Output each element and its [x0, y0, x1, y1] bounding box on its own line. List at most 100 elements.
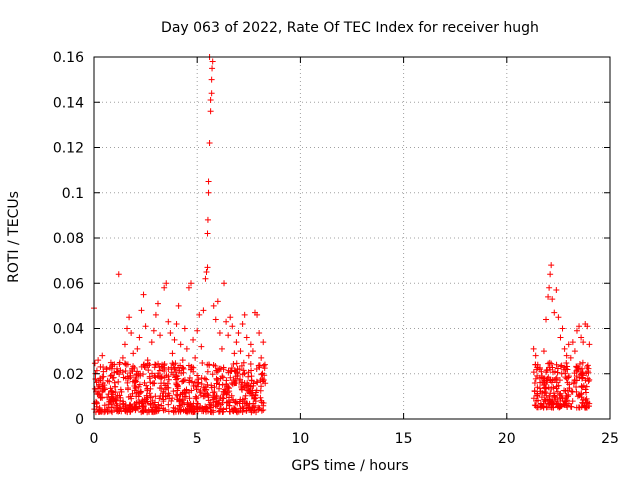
data-point	[194, 383, 201, 390]
data-point	[124, 385, 131, 392]
data-point	[543, 367, 550, 374]
data-point	[134, 368, 141, 375]
data-point	[575, 404, 582, 411]
data-point	[570, 380, 577, 387]
data-point	[114, 369, 121, 376]
data-point	[260, 406, 267, 413]
data-point	[148, 339, 155, 346]
data-point	[216, 397, 223, 404]
data-point	[549, 296, 556, 303]
data-point	[259, 370, 266, 377]
data-point	[188, 402, 195, 409]
data-point	[176, 367, 183, 374]
data-point	[251, 395, 258, 402]
data-point	[530, 369, 537, 376]
data-point	[200, 307, 207, 314]
data-point	[574, 365, 581, 372]
data-point	[174, 382, 181, 389]
data-point	[155, 401, 162, 408]
y-tick-label: 0.02	[53, 367, 84, 383]
data-point	[131, 401, 138, 408]
data-point	[186, 389, 193, 396]
data-point	[557, 390, 564, 397]
data-point	[537, 379, 544, 386]
data-point	[138, 307, 145, 314]
data-point	[175, 364, 182, 371]
data-point	[212, 316, 219, 323]
data-point	[553, 374, 560, 381]
data-point	[252, 398, 259, 405]
data-point	[241, 383, 248, 390]
data-point	[227, 314, 234, 321]
data-point	[102, 408, 109, 415]
data-point	[221, 389, 228, 396]
data-point	[231, 380, 238, 387]
data-point	[532, 352, 539, 359]
data-point	[204, 216, 211, 223]
data-point	[168, 364, 175, 371]
data-point	[561, 345, 568, 352]
data-point	[128, 330, 135, 337]
data-point	[585, 403, 592, 410]
data-point	[108, 365, 115, 372]
data-point	[256, 405, 263, 412]
data-point	[99, 388, 106, 395]
data-point	[555, 314, 562, 321]
data-point	[230, 360, 237, 367]
y-tick-label: 0.08	[53, 231, 84, 247]
data-point	[217, 405, 224, 412]
data-point	[543, 385, 550, 392]
data-point	[160, 398, 167, 405]
data-point	[223, 318, 230, 325]
data-point	[135, 383, 142, 390]
data-point	[203, 268, 210, 275]
data-point	[180, 369, 187, 376]
data-point	[535, 397, 542, 404]
data-point	[163, 280, 170, 287]
data-point	[136, 399, 143, 406]
data-point	[168, 398, 175, 405]
data-point	[149, 397, 156, 404]
data-point	[212, 403, 219, 410]
data-point	[553, 361, 560, 368]
data-point	[172, 369, 179, 376]
data-point	[193, 379, 200, 386]
data-point	[530, 345, 537, 352]
y-axis-label: ROTI / TECUs	[6, 191, 22, 283]
data-point	[257, 387, 264, 394]
data-point	[534, 361, 541, 368]
data-point	[229, 323, 236, 330]
data-point	[169, 395, 176, 402]
data-point	[139, 403, 146, 410]
data-point	[579, 359, 586, 366]
data-point	[188, 378, 195, 385]
data-point	[97, 375, 104, 382]
data-point	[112, 389, 119, 396]
data-point	[142, 323, 149, 330]
data-point	[119, 354, 126, 361]
data-point	[121, 360, 128, 367]
data-point	[537, 401, 544, 408]
data-point	[562, 397, 569, 404]
data-point	[211, 384, 218, 391]
data-point	[564, 387, 571, 394]
data-point	[225, 384, 232, 391]
data-point	[579, 365, 586, 372]
data-point	[258, 371, 265, 378]
data-point	[160, 380, 167, 387]
data-point	[175, 302, 182, 309]
data-point	[573, 367, 580, 374]
data-point	[198, 343, 205, 350]
data-point	[248, 373, 255, 380]
data-point	[223, 377, 230, 384]
data-point	[165, 318, 172, 325]
data-point	[553, 287, 560, 294]
data-point	[246, 390, 253, 397]
data-point	[233, 339, 240, 346]
data-point	[105, 404, 112, 411]
data-point	[125, 405, 132, 412]
data-point	[146, 390, 153, 397]
data-point	[249, 348, 256, 355]
data-point	[536, 366, 543, 373]
data-point	[185, 284, 192, 291]
